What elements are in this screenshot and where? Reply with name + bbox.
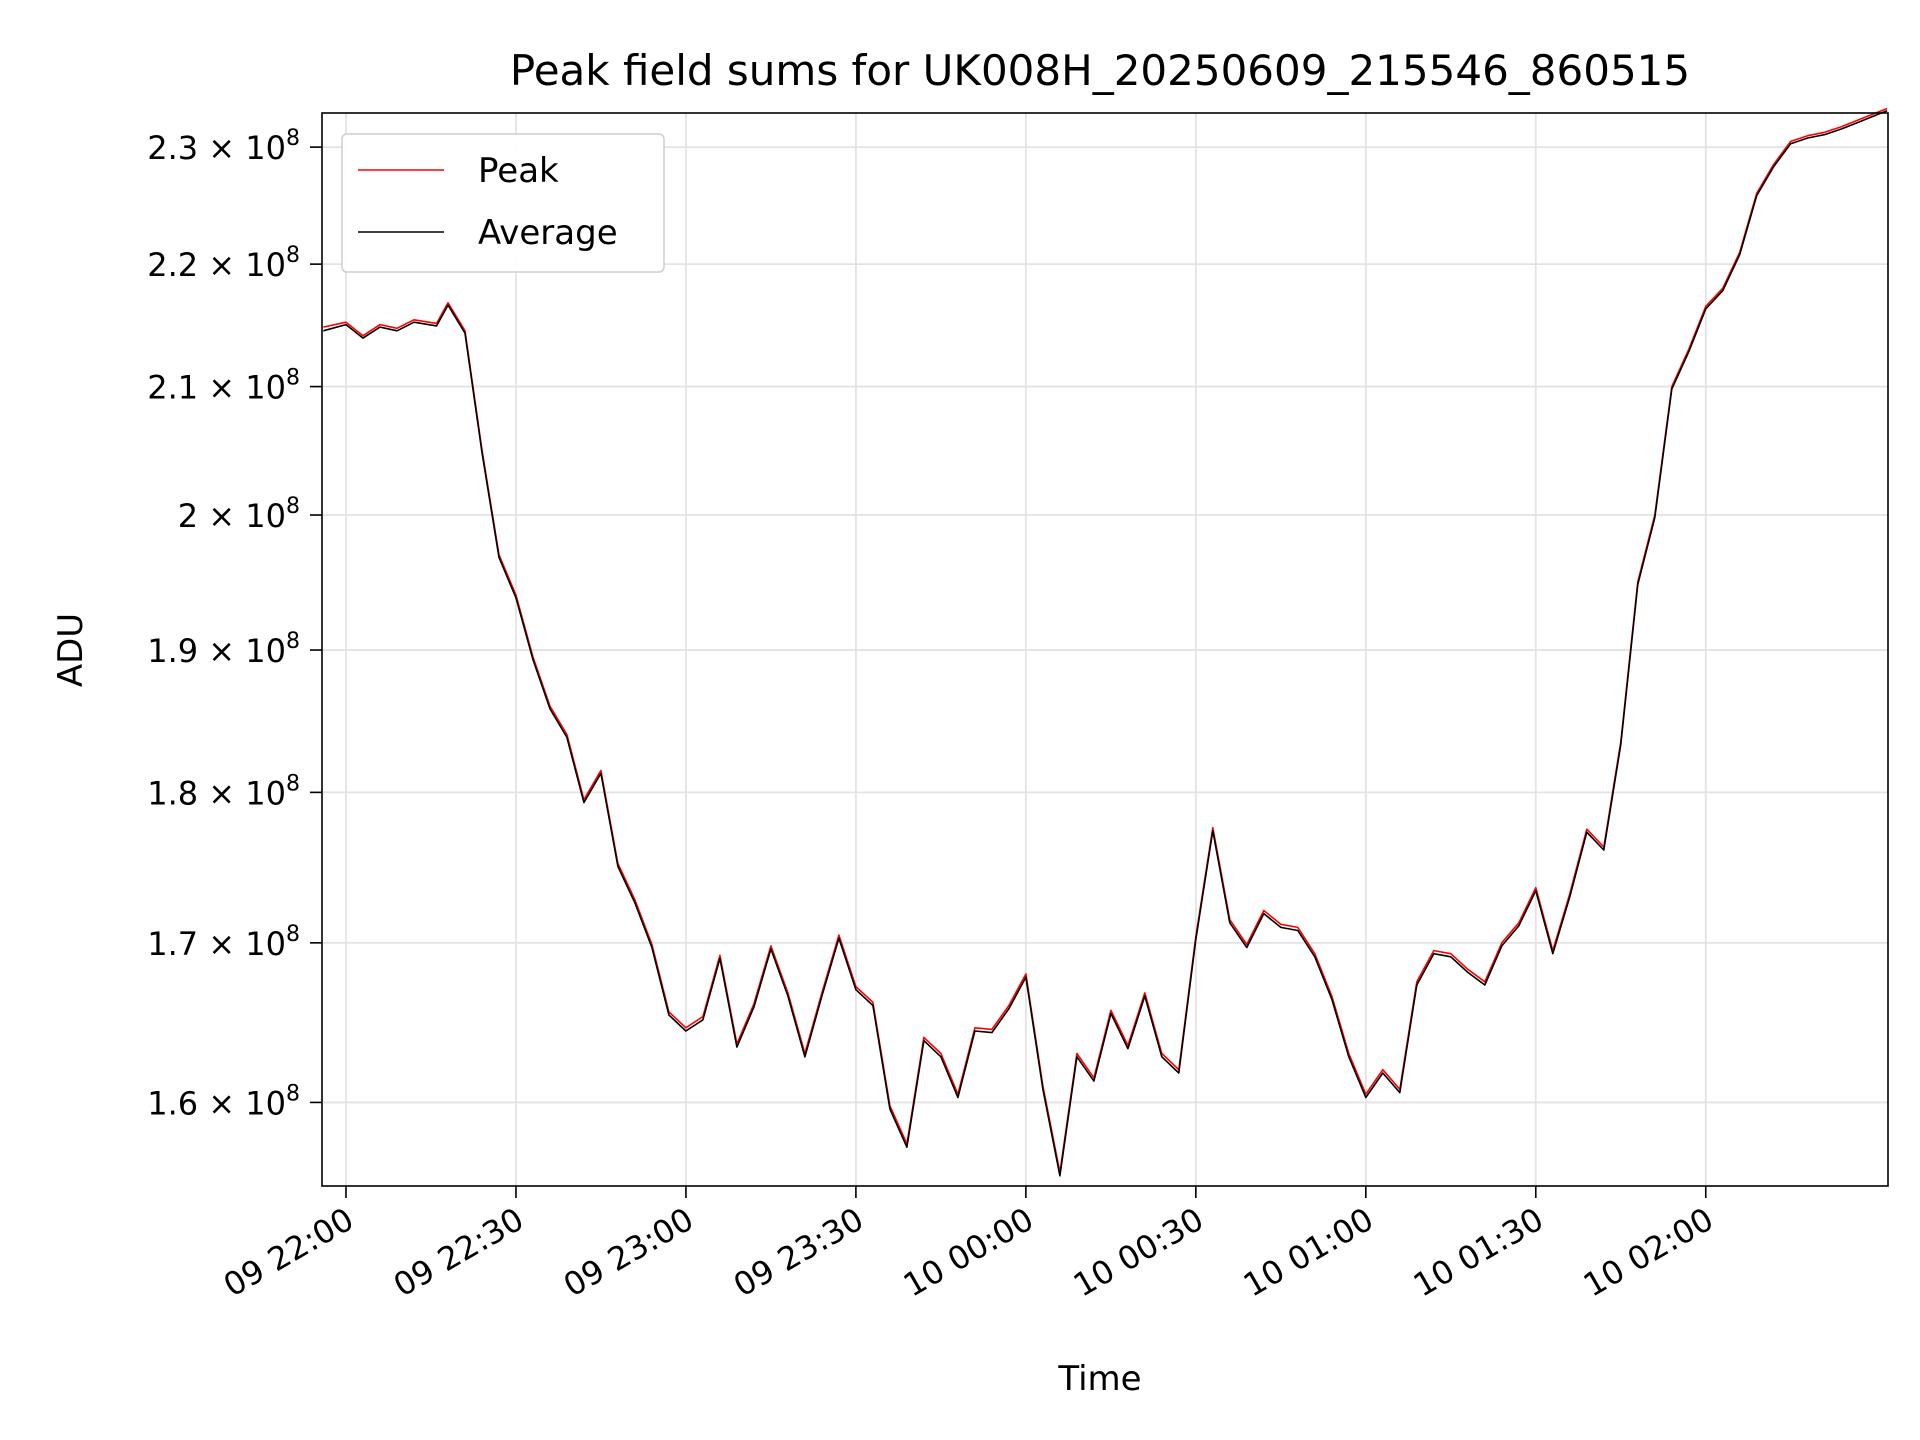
y-tick-label: 2 × 108 [178,494,300,535]
y-tick-label: 2.3 × 108 [147,126,300,167]
chart-title: Peak field sums for UK008H_20250609_2155… [510,46,1690,95]
y-axis-label: ADU [51,613,91,687]
y-tick-label: 2.1 × 108 [147,366,300,407]
x-axis-label: Time [1057,1359,1141,1399]
y-axis-ticks: 1.6 × 108 1.7 × 108 1.8 × 108 1.9 × 108 2 × … [147,126,322,1122]
y-tick-label: 1.6 × 108 [147,1081,300,1122]
legend-box [341,133,665,273]
y-tick-label: 1.7 × 108 [147,922,300,963]
legend: Peak Average [341,133,665,273]
y-tick-label: 1.8 × 108 [147,771,300,812]
y-tick-label: 2.2 × 108 [147,243,300,284]
legend-label-average: Average [478,213,618,253]
y-grid [322,146,1888,1104]
legend-label-peak: Peak [478,151,559,191]
y-tick-label: 1.9 × 108 [147,629,300,670]
plot-series [323,107,1888,1177]
series-line-average [323,109,1888,1177]
